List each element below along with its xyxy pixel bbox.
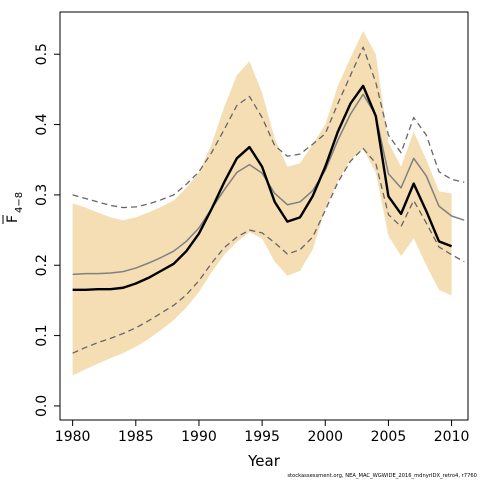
retro-ci-upper-line bbox=[72, 46, 465, 209]
x-tick-label: 1990 bbox=[181, 429, 217, 445]
series-lines-layer bbox=[72, 46, 465, 354]
x-axis: 1980 1985 1990 1995 2000 2005 2010 bbox=[55, 420, 470, 445]
y-tick-label: 0.4 bbox=[34, 113, 50, 135]
y-axis-label-main: F bbox=[5, 215, 21, 223]
x-tick-label: 2010 bbox=[434, 429, 470, 445]
confidence-band bbox=[72, 30, 452, 376]
y-axis-label-subscript: 4−8 bbox=[14, 192, 25, 213]
y-axis: 0.0 0.1 0.2 0.3 0.4 0.5 bbox=[34, 43, 60, 417]
x-tick-label: 1995 bbox=[244, 429, 280, 445]
retro-ci-lower-line bbox=[72, 147, 465, 354]
x-axis-label: Year bbox=[247, 452, 281, 470]
y-tick-label: 0.1 bbox=[34, 324, 50, 346]
y-axis-label: F 4−8 bbox=[2, 192, 25, 224]
plot-frame bbox=[59, 11, 469, 421]
y-tick-label: 0.0 bbox=[34, 395, 50, 417]
x-tick-label: 2000 bbox=[307, 429, 343, 445]
x-tick-label: 1985 bbox=[118, 429, 154, 445]
y-tick-label: 0.3 bbox=[34, 184, 50, 206]
estimate-line bbox=[72, 84, 453, 292]
x-tick-label: 1980 bbox=[55, 429, 91, 445]
footer-note: stockassessment.org, NEA_MAC_WGWIDE_2016… bbox=[287, 473, 477, 479]
x-tick-label: 2005 bbox=[371, 429, 407, 445]
confidence-band-layer bbox=[72, 30, 452, 376]
y-tick-label: 0.2 bbox=[34, 254, 50, 276]
y-tick-label: 0.5 bbox=[34, 43, 50, 65]
